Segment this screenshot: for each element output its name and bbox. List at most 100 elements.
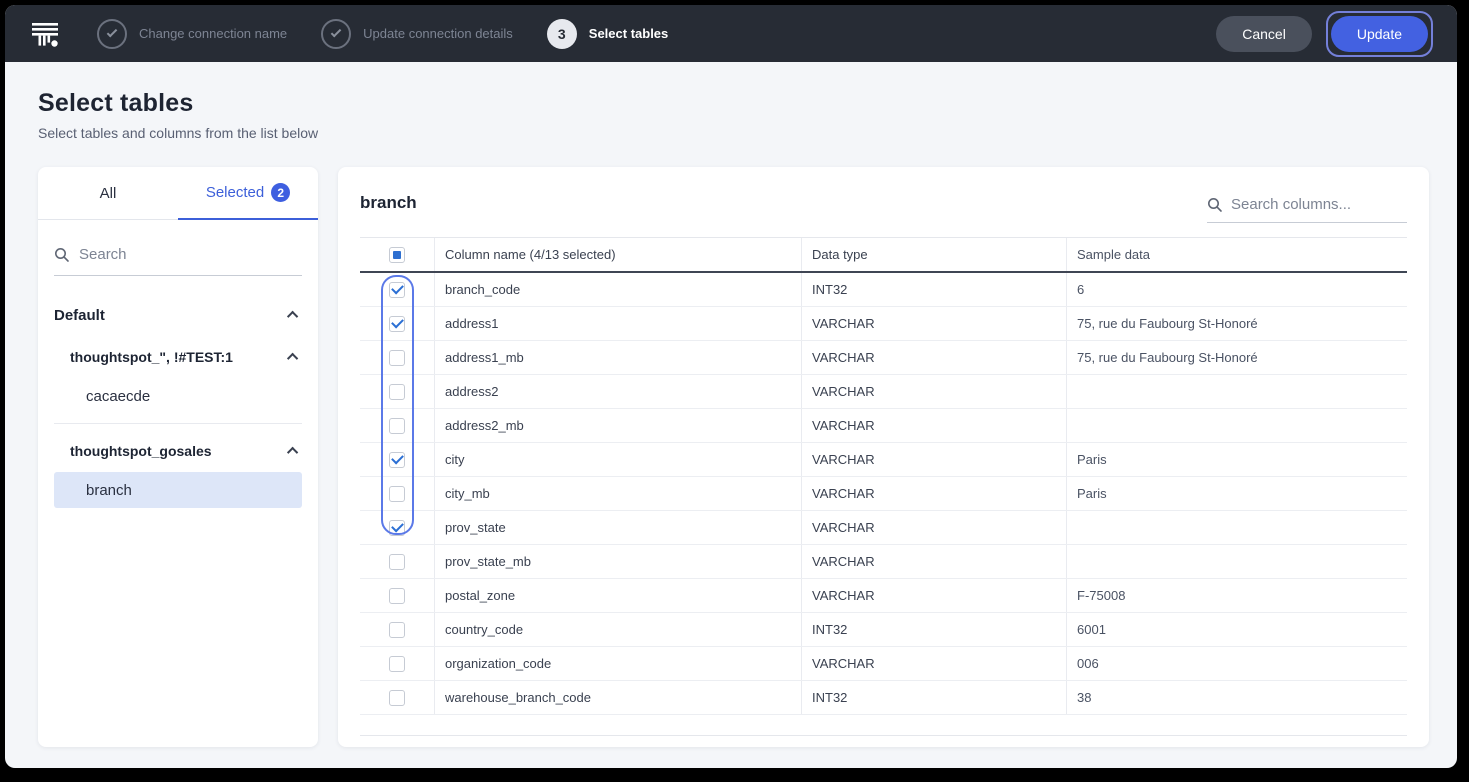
- cell-sample-data: 6: [1077, 282, 1085, 297]
- row-checkbox[interactable]: [389, 315, 405, 332]
- row-checkbox[interactable]: [389, 689, 405, 706]
- cell-data-type: VARCHAR: [802, 477, 1067, 510]
- chevron-up-icon[interactable]: [286, 446, 299, 459]
- step-select-tables[interactable]: 3 Select tables: [546, 18, 669, 49]
- cell-sample-data: 38: [1077, 690, 1092, 705]
- row-checkbox[interactable]: [389, 383, 405, 400]
- schema-tree: Default thoughtspot_", !#TEST:1 cacaecde…: [38, 276, 318, 526]
- row-checkbox[interactable]: [389, 587, 405, 604]
- table-title: branch: [360, 193, 417, 212]
- page-header: Select tables Select tables and columns …: [5, 62, 1457, 141]
- table-row[interactable]: city VARCHAR Paris: [360, 443, 1407, 477]
- tree-node-label: thoughtspot_gosales: [70, 443, 212, 459]
- table-row[interactable]: warehouse_branch_code INT32 38: [360, 681, 1407, 715]
- row-checkbox[interactable]: [389, 451, 405, 468]
- step-update-connection-details[interactable]: Update connection details: [321, 18, 513, 49]
- step-done-icon: [321, 18, 352, 49]
- content: All Selected 2 Default: [5, 141, 1457, 747]
- cell-sample-data: Paris: [1077, 486, 1107, 501]
- table-row[interactable]: prov_state VARCHAR: [360, 511, 1407, 545]
- cell-column-name: warehouse_branch_code: [435, 681, 802, 714]
- column-header-name: Column name (4/13 selected): [435, 238, 802, 271]
- cell-data-type: INT32: [802, 613, 1067, 646]
- cell-sample-data: 006: [1077, 656, 1099, 671]
- chevron-up-icon[interactable]: [286, 310, 299, 323]
- tree-node-schema-test[interactable]: thoughtspot_", !#TEST:1: [54, 336, 302, 378]
- tree-leaf-label: branch: [86, 481, 132, 499]
- table-row[interactable]: address2 VARCHAR: [360, 375, 1407, 409]
- cell-column-name: city_mb: [435, 477, 802, 510]
- tab-selected[interactable]: Selected 2: [178, 167, 318, 220]
- table-row[interactable]: prov_state_mb VARCHAR: [360, 545, 1407, 579]
- table-footer-strip: [360, 715, 1407, 736]
- cell-sample-data: 75, rue du Faubourg St-Honoré: [1077, 316, 1258, 331]
- cell-data-type: VARCHAR: [802, 511, 1067, 544]
- table-row[interactable]: postal_zone VARCHAR F-75008: [360, 579, 1407, 613]
- cell-data-type: VARCHAR: [802, 375, 1067, 408]
- update-button-focus-ring: Update: [1325, 10, 1433, 57]
- page-subtitle: Select tables and columns from the list …: [38, 125, 319, 141]
- cell-column-name: address1_mb: [435, 341, 802, 374]
- step-label: Select tables: [588, 26, 669, 41]
- cell-column-name: city: [435, 443, 802, 476]
- table-header-row: Column name (4/13 selected) Data type Sa…: [360, 237, 1407, 273]
- cancel-button[interactable]: Cancel: [1216, 15, 1312, 52]
- column-header-sample: Sample data: [1077, 247, 1150, 262]
- row-checkbox[interactable]: [389, 349, 405, 366]
- tab-selected-label: Selected: [205, 184, 265, 201]
- sidebar-search: [54, 234, 302, 276]
- cell-column-name: prov_state_mb: [435, 545, 802, 578]
- cell-sample-data: [1067, 409, 1407, 442]
- search-icon: [1208, 197, 1222, 212]
- columns-search-input[interactable]: [1231, 196, 1407, 213]
- tree-node-label: thoughtspot_", !#TEST:1: [70, 349, 233, 365]
- chevron-up-icon[interactable]: [286, 352, 299, 365]
- step-change-connection-name[interactable]: Change connection name: [97, 18, 287, 49]
- cell-column-name: address2: [435, 375, 802, 408]
- sidebar-search-input[interactable]: [79, 246, 302, 263]
- cell-sample-data: Paris: [1077, 452, 1107, 467]
- tree-node-schema-gosales[interactable]: thoughtspot_gosales: [54, 430, 302, 472]
- page-title: Select tables: [38, 89, 194, 117]
- table-row[interactable]: address1_mb VARCHAR 75, rue du Faubourg …: [360, 341, 1407, 375]
- select-all-checkbox[interactable]: [389, 246, 405, 263]
- row-checkbox[interactable]: [389, 417, 405, 434]
- cell-column-name: postal_zone: [435, 579, 802, 612]
- tab-all-label: All: [99, 184, 117, 202]
- row-checkbox[interactable]: [389, 485, 405, 502]
- row-checkbox[interactable]: [389, 655, 405, 672]
- cell-data-type: VARCHAR: [802, 341, 1067, 374]
- cell-data-type: INT32: [802, 681, 1067, 714]
- tree-node-default[interactable]: Default: [54, 294, 302, 336]
- tree-leaf-cacaecde[interactable]: cacaecde: [54, 378, 302, 414]
- table-row[interactable]: city_mb VARCHAR Paris: [360, 477, 1407, 511]
- cell-data-type: VARCHAR: [802, 443, 1067, 476]
- columns-search: [1207, 187, 1407, 223]
- column-header-type: Data type: [802, 238, 1067, 271]
- table-row[interactable]: organization_code VARCHAR 006: [360, 647, 1407, 681]
- cell-sample-data: 75, rue du Faubourg St-Honoré: [1077, 350, 1258, 365]
- row-checkbox[interactable]: [389, 621, 405, 638]
- cell-data-type: VARCHAR: [802, 545, 1067, 578]
- cell-data-type: VARCHAR: [802, 307, 1067, 340]
- tree-leaf-label: cacaecde: [86, 387, 151, 405]
- table-row[interactable]: branch_code INT32 6: [360, 273, 1407, 307]
- tree-leaf-branch[interactable]: branch: [54, 472, 302, 508]
- table-body: branch_code INT32 6 address1 VARCHAR 75,…: [360, 273, 1407, 715]
- update-button[interactable]: Update: [1330, 15, 1428, 52]
- table-row[interactable]: country_code INT32 6001: [360, 613, 1407, 647]
- tab-all[interactable]: All: [38, 167, 178, 220]
- cell-data-type: INT32: [802, 273, 1067, 306]
- row-checkbox[interactable]: [389, 519, 405, 536]
- search-icon: [55, 247, 69, 262]
- step-label: Update connection details: [363, 26, 513, 41]
- cell-sample-data: [1067, 375, 1407, 408]
- columns-table: Column name (4/13 selected) Data type Sa…: [360, 237, 1407, 736]
- table-row[interactable]: address1 VARCHAR 75, rue du Faubourg St-…: [360, 307, 1407, 341]
- table-row[interactable]: address2_mb VARCHAR: [360, 409, 1407, 443]
- row-checkbox[interactable]: [389, 281, 405, 298]
- selected-count-badge: 2: [271, 183, 291, 202]
- row-checkbox[interactable]: [389, 553, 405, 570]
- wizard-stepper: Change connection name Update connection…: [97, 18, 669, 49]
- cell-sample-data: 6001: [1077, 622, 1106, 637]
